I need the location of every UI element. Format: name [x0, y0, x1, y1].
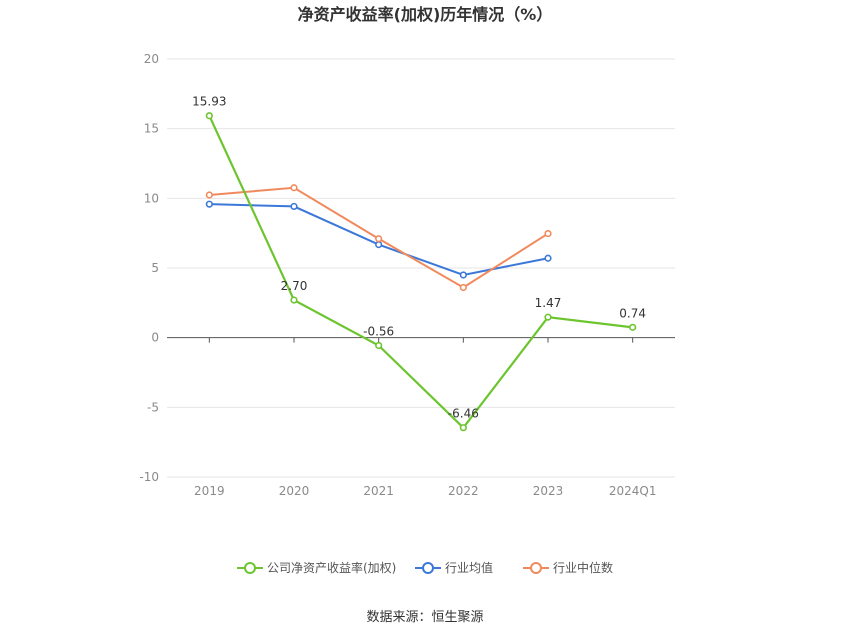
y-tick-label: 20: [144, 52, 159, 66]
x-tick-label: 2022: [448, 484, 479, 498]
legend-marker: [244, 562, 256, 574]
data-label: 1.47: [535, 296, 562, 310]
legend-item-0[interactable]: 公司净资产收益率(加权): [237, 560, 396, 575]
x-tick-label: 2023: [533, 484, 564, 498]
legend-label: 公司净资产收益率(加权): [267, 560, 396, 575]
series-point-2[interactable]: [205, 191, 213, 199]
y-axis: 20 15 10 5 0 -5 -10: [139, 52, 159, 484]
series-point-1[interactable]: [375, 240, 383, 249]
y-tick-label: 10: [144, 191, 159, 205]
data-label: 15.93: [192, 95, 226, 109]
data-label: -0.56: [363, 324, 394, 338]
x-tick-label: 2021: [363, 484, 394, 498]
y-tick-label: -5: [147, 400, 159, 414]
series-point-2[interactable]: [375, 235, 383, 243]
legend: 公司净资产收益率(加权) 行业均值 行业中位数: [237, 560, 613, 575]
series-point-1[interactable]: [544, 254, 552, 262]
series-point-1[interactable]: [290, 202, 298, 211]
data-label: -6.46: [448, 407, 479, 421]
data-label: 0.74: [619, 306, 646, 320]
series-point-0[interactable]: [629, 323, 637, 331]
series-point-0[interactable]: [544, 313, 552, 321]
x-tick-label: 2020: [279, 484, 310, 498]
series-point-1[interactable]: [459, 271, 467, 279]
legend-marker: [422, 562, 434, 574]
series-point-0[interactable]: [375, 341, 383, 350]
gridlines: [167, 58, 675, 478]
legend-label: 行业中位数: [553, 560, 613, 575]
y-tick-label: 15: [144, 122, 159, 136]
y-tick-label: 5: [151, 261, 159, 275]
series-line-0: [208, 115, 633, 430]
data-source: 数据来源：恒生聚源: [366, 610, 483, 625]
legend-item-1[interactable]: 行业均值: [415, 560, 493, 575]
legend-item-2[interactable]: 行业中位数: [523, 560, 613, 575]
x-tick-label: 2024Q1: [609, 484, 657, 498]
series-point-2[interactable]: [459, 283, 467, 292]
series-point-0[interactable]: [459, 424, 467, 432]
series-point-0[interactable]: [290, 296, 298, 304]
x-axis: 2019 2020 2021 2022 2023 2024Q1: [194, 337, 657, 498]
chart-title: 净资产收益率(加权)历年情况（%）: [298, 5, 553, 24]
legend-marker: [530, 562, 542, 574]
series-point-2[interactable]: [544, 229, 552, 238]
data-labels: 15.93 2.70 -0.56 -6.46 1.47 0.74: [192, 95, 646, 421]
y-tick-label: 0: [151, 331, 159, 345]
legend-label: 行业均值: [445, 560, 493, 575]
data-label: 2.70: [281, 279, 308, 293]
series-layer: [205, 112, 637, 432]
series-point-1[interactable]: [205, 200, 213, 208]
x-tick-label: 2019: [194, 484, 225, 498]
series-point-0[interactable]: [205, 112, 213, 120]
y-tick-label: -10: [139, 470, 159, 484]
series-point-2[interactable]: [290, 184, 298, 192]
